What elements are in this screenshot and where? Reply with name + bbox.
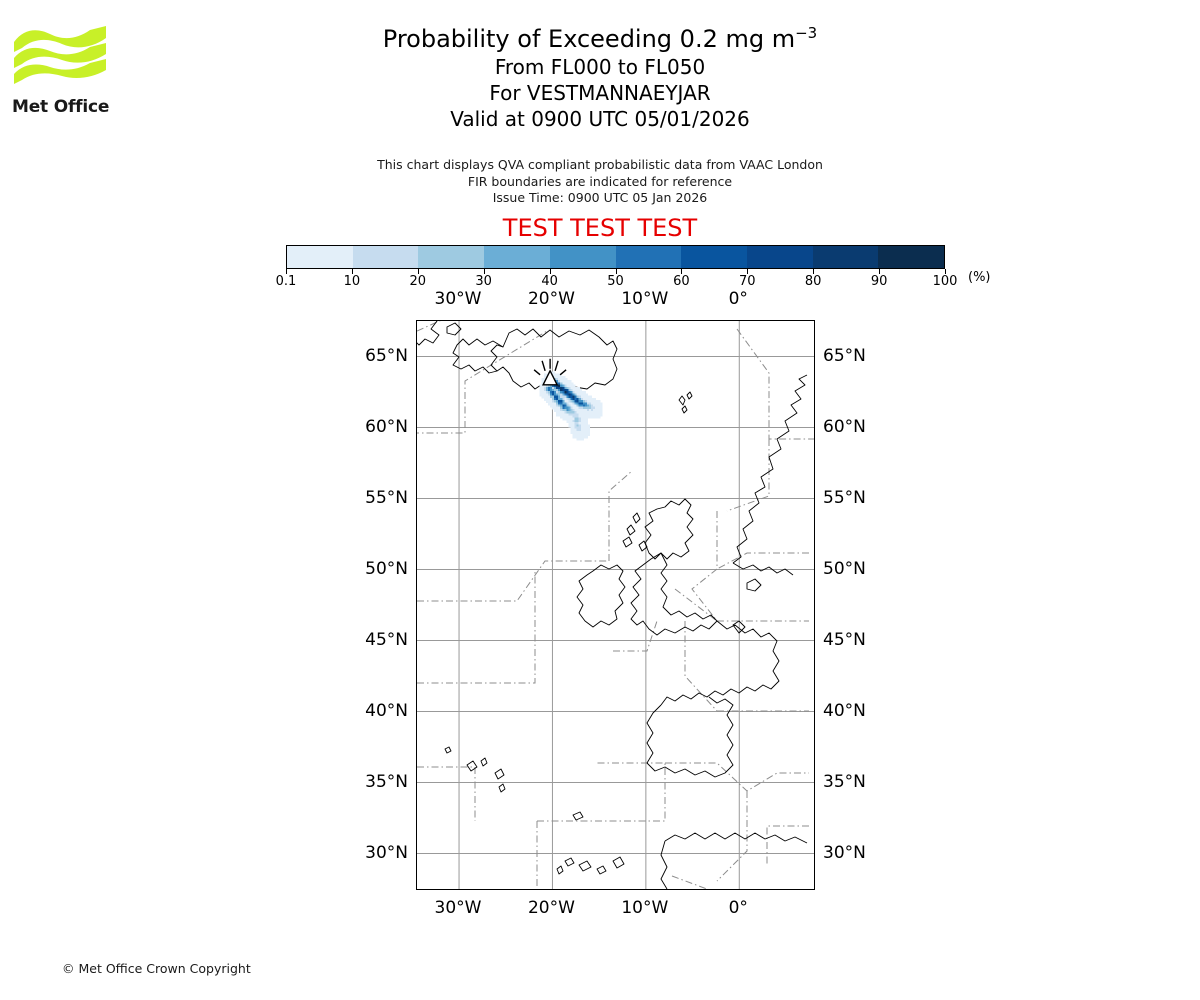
main-title-exponent: −3: [795, 24, 818, 42]
colorbar-tick-90: [879, 269, 881, 274]
lat-label-left-45: 45°N: [365, 629, 408, 650]
plume-cell: [597, 411, 603, 417]
colorbar-ticklabel-20: 20: [409, 274, 427, 289]
colorbar-ticklabel-10: 10: [343, 274, 361, 289]
volcano-icon: [533, 358, 567, 386]
lat-label-right-60: 60°N: [823, 416, 866, 437]
lon-label-top-0: 0°: [728, 289, 748, 309]
lon-label-top--10: 10°W: [621, 289, 669, 309]
colorbar-tick-40: [549, 269, 551, 274]
colorbar-segment-5: [615, 246, 682, 268]
lon-label-bottom-0: 0°: [728, 898, 748, 918]
colorbar-ticklabel-0.1: 0.1: [275, 274, 297, 289]
note-fir: FIR boundaries are indicated for referen…: [467, 173, 733, 189]
valid-time-subtitle: Valid at 0900 UTC 05/01/2026: [450, 107, 750, 131]
map-gridlines: [417, 321, 814, 889]
location-subtitle: For VESTMANNAEYJAR: [489, 81, 711, 105]
lat-label-left-65: 65°N: [365, 345, 408, 366]
lat-label-right-35: 35°N: [823, 771, 866, 792]
colorbar-segment-0: [287, 246, 353, 268]
colorbar-unit-label: (%): [968, 270, 991, 285]
test-banner: TEST TEST TEST: [502, 214, 698, 242]
lat-label-left-50: 50°N: [365, 558, 408, 579]
lat-label-left-35: 35°N: [365, 771, 408, 792]
lat-label-right-45: 45°N: [823, 629, 866, 650]
colorbar-segment-4: [549, 246, 616, 268]
colorbar-tick-50: [615, 269, 617, 274]
lat-label-left-60: 60°N: [365, 416, 408, 437]
met-office-waves-icon: [14, 26, 106, 84]
copyright-notice: © Met Office Crown Copyright: [62, 961, 251, 976]
colorbar-ticks: 0.1 10 20 30 40 50 60 70 80 90 100: [276, 269, 957, 291]
colorbar-tick-20: [417, 269, 419, 274]
main-title-text: Probability of Exceeding 0.2 mg m: [382, 25, 796, 53]
chart-title-block: Probability of Exceeding 0.2 mg m−3 From…: [0, 24, 1200, 132]
lat-label-right-50: 50°N: [823, 558, 866, 579]
probability-colorbar: 0.1 10 20 30 40 50 60 70 80 90 100: [276, 245, 957, 293]
lat-label-left-55: 55°N: [365, 487, 408, 508]
lat-label-right-30: 30°N: [823, 842, 866, 863]
colorbar-ticklabel-40: 40: [541, 274, 558, 289]
ash-plume-probability-field: [539, 371, 603, 441]
coastlines: [417, 321, 808, 889]
colorbar-tick-30: [483, 269, 485, 274]
colorbar-ticklabel-50: 50: [607, 274, 624, 289]
colorbar-tick-0.1: [286, 269, 287, 274]
colorbar-segment-6: [681, 246, 747, 268]
colorbar-ticklabel-60: 60: [673, 274, 690, 289]
met-office-wordmark: Met Office: [12, 97, 110, 117]
flight-level-subtitle: From FL000 to FL050: [494, 55, 706, 79]
colorbar-tick-60: [681, 269, 683, 274]
fir-boundaries: [417, 321, 814, 889]
lat-label-right-65: 65°N: [823, 345, 866, 366]
lon-label-top--20: 20°W: [527, 289, 575, 309]
colorbar-segment-1: [352, 246, 419, 268]
note-issue-time: Issue Time: 0900 UTC 05 Jan 2026: [492, 190, 708, 205]
map-plot-area[interactable]: [416, 320, 815, 890]
colorbar-tick-100: [945, 269, 946, 274]
lat-label-left-40: 40°N: [365, 700, 408, 721]
colorbar-ticklabel-70: 70: [739, 274, 756, 289]
colorbar-segment-2: [418, 246, 485, 268]
map-graphic: [417, 321, 814, 889]
note-qva: This chart displays QVA compliant probab…: [377, 157, 823, 172]
lat-label-left-30: 30°N: [365, 842, 408, 863]
lat-label-right-40: 40°N: [823, 700, 866, 721]
colorbar-tick-80: [813, 269, 815, 274]
plume-cell: [584, 430, 591, 437]
colorbar-segment-7: [746, 246, 813, 268]
lat-label-right-55: 55°N: [823, 487, 866, 508]
colorbar-ticklabel-30: 30: [475, 274, 492, 289]
lon-label-bottom--10: 10°W: [621, 898, 669, 918]
colorbar-segment-8: [812, 246, 879, 268]
lon-label-bottom--30: 30°W: [434, 898, 482, 918]
colorbar-tick-10: [351, 269, 353, 274]
colorbar-gradient: [286, 245, 945, 269]
colorbar-segment-3: [484, 246, 550, 268]
colorbar-tick-70: [747, 269, 749, 274]
met-office-logo: Met Office: [12, 24, 122, 117]
colorbar-ticklabel-90: 90: [870, 274, 888, 289]
chart-notes: This chart displays QVA compliant probab…: [0, 157, 1200, 207]
colorbar-ticklabel-80: 80: [804, 274, 822, 289]
colorbar-segment-9: [878, 246, 945, 268]
lon-label-top--30: 30°W: [434, 289, 482, 309]
colorbar-ticklabel-100: 100: [932, 274, 958, 289]
page-title: Probability of Exceeding 0.2 mg m−3: [0, 24, 1200, 54]
lon-label-bottom--20: 20°W: [527, 898, 575, 918]
